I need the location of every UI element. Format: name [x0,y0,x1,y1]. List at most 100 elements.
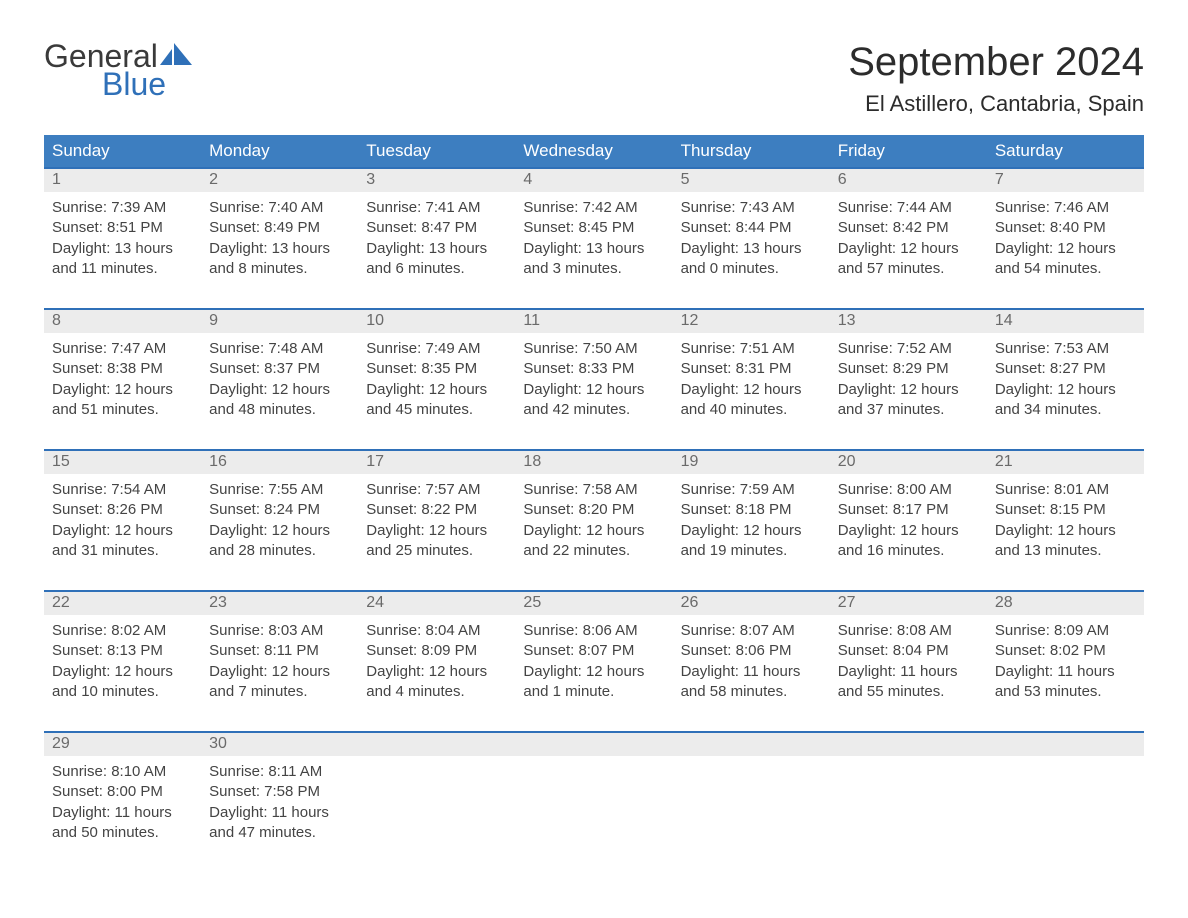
daylight-line: and 19 minutes. [681,541,822,561]
day-number [987,733,1144,756]
daylight-line: and 13 minutes. [995,541,1136,561]
sunrise-line: Sunrise: 7:51 AM [681,339,822,359]
week-row: 891011121314Sunrise: 7:47 AMSunset: 8:38… [44,308,1144,433]
day-cell: Sunrise: 8:02 AMSunset: 8:13 PMDaylight:… [44,615,201,715]
daylight-line: Daylight: 12 hours [995,521,1136,541]
sunset-line: Sunset: 8:13 PM [52,641,193,661]
day-number: 3 [358,169,515,192]
day-cell: Sunrise: 7:43 AMSunset: 8:44 PMDaylight:… [673,192,830,292]
daylight-line: and 51 minutes. [52,400,193,420]
sunrise-line: Sunrise: 7:59 AM [681,480,822,500]
daylight-line: Daylight: 11 hours [995,662,1136,682]
sunset-line: Sunset: 7:58 PM [209,782,350,802]
daylight-line: Daylight: 12 hours [995,239,1136,259]
sunrise-line: Sunrise: 8:04 AM [366,621,507,641]
day-cell: Sunrise: 8:00 AMSunset: 8:17 PMDaylight:… [830,474,987,574]
sunrise-line: Sunrise: 7:48 AM [209,339,350,359]
weekday-label: Saturday [987,135,1144,167]
day-number: 10 [358,310,515,333]
day-cell: Sunrise: 7:42 AMSunset: 8:45 PMDaylight:… [515,192,672,292]
daylight-line: Daylight: 12 hours [681,380,822,400]
daylight-line: and 31 minutes. [52,541,193,561]
day-number: 30 [201,733,358,756]
daylight-line: and 10 minutes. [52,682,193,702]
day-cell: Sunrise: 7:53 AMSunset: 8:27 PMDaylight:… [987,333,1144,433]
day-number: 20 [830,451,987,474]
sunrise-line: Sunrise: 7:57 AM [366,480,507,500]
daylight-line: Daylight: 13 hours [52,239,193,259]
sunrise-line: Sunrise: 8:08 AM [838,621,979,641]
sunset-line: Sunset: 8:44 PM [681,218,822,238]
sunset-line: Sunset: 8:37 PM [209,359,350,379]
sunset-line: Sunset: 8:22 PM [366,500,507,520]
daylight-line: and 4 minutes. [366,682,507,702]
daylight-line: and 6 minutes. [366,259,507,279]
daylight-line: Daylight: 12 hours [838,239,979,259]
daylight-line: Daylight: 13 hours [209,239,350,259]
daylight-line: Daylight: 12 hours [209,380,350,400]
sunrise-line: Sunrise: 7:58 AM [523,480,664,500]
daylight-line: Daylight: 11 hours [681,662,822,682]
daylight-line: Daylight: 12 hours [366,662,507,682]
daylight-line: and 1 minute. [523,682,664,702]
header: General Blue September 2024 El Astillero… [44,40,1144,117]
day-number: 23 [201,592,358,615]
sunset-line: Sunset: 8:20 PM [523,500,664,520]
daylight-line: Daylight: 12 hours [523,521,664,541]
day-number: 1 [44,169,201,192]
location: El Astillero, Cantabria, Spain [848,91,1144,117]
daylight-line: and 34 minutes. [995,400,1136,420]
sunset-line: Sunset: 8:51 PM [52,218,193,238]
daylight-line: Daylight: 12 hours [52,521,193,541]
title-block: September 2024 El Astillero, Cantabria, … [848,40,1144,117]
day-cell: Sunrise: 7:55 AMSunset: 8:24 PMDaylight:… [201,474,358,574]
sunset-line: Sunset: 8:26 PM [52,500,193,520]
sunrise-line: Sunrise: 7:47 AM [52,339,193,359]
sunrise-line: Sunrise: 7:52 AM [838,339,979,359]
sunset-line: Sunset: 8:06 PM [681,641,822,661]
daylight-line: and 11 minutes. [52,259,193,279]
daynum-row: 1234567 [44,169,1144,192]
weeks-container: 1234567Sunrise: 7:39 AMSunset: 8:51 PMDa… [44,167,1144,856]
weekday-label: Friday [830,135,987,167]
sunrise-line: Sunrise: 8:10 AM [52,762,193,782]
weekday-label: Sunday [44,135,201,167]
sunset-line: Sunset: 8:15 PM [995,500,1136,520]
day-cell: Sunrise: 7:51 AMSunset: 8:31 PMDaylight:… [673,333,830,433]
daylight-line: and 55 minutes. [838,682,979,702]
day-number: 15 [44,451,201,474]
sunset-line: Sunset: 8:42 PM [838,218,979,238]
day-number: 5 [673,169,830,192]
day-cell: Sunrise: 7:40 AMSunset: 8:49 PMDaylight:… [201,192,358,292]
day-cell: Sunrise: 8:01 AMSunset: 8:15 PMDaylight:… [987,474,1144,574]
day-cell: Sunrise: 7:52 AMSunset: 8:29 PMDaylight:… [830,333,987,433]
sunrise-line: Sunrise: 8:00 AM [838,480,979,500]
sunrise-line: Sunrise: 7:55 AM [209,480,350,500]
daylight-line: Daylight: 12 hours [681,521,822,541]
daylight-line: and 28 minutes. [209,541,350,561]
sunset-line: Sunset: 8:09 PM [366,641,507,661]
day-cell [830,756,987,856]
sunrise-line: Sunrise: 8:09 AM [995,621,1136,641]
sunrise-line: Sunrise: 7:41 AM [366,198,507,218]
daylight-line: and 25 minutes. [366,541,507,561]
sunset-line: Sunset: 8:24 PM [209,500,350,520]
day-cell [987,756,1144,856]
day-cell: Sunrise: 8:09 AMSunset: 8:02 PMDaylight:… [987,615,1144,715]
day-number: 7 [987,169,1144,192]
daynum-row: 15161718192021 [44,451,1144,474]
day-number: 22 [44,592,201,615]
sunrise-line: Sunrise: 8:06 AM [523,621,664,641]
day-number [515,733,672,756]
daylight-line: and 0 minutes. [681,259,822,279]
weekday-header: Sunday Monday Tuesday Wednesday Thursday… [44,135,1144,167]
weekday-label: Wednesday [515,135,672,167]
daylight-line: Daylight: 12 hours [523,662,664,682]
sunrise-line: Sunrise: 8:01 AM [995,480,1136,500]
calendar: Sunday Monday Tuesday Wednesday Thursday… [44,135,1144,856]
sunrise-line: Sunrise: 7:39 AM [52,198,193,218]
sunset-line: Sunset: 8:04 PM [838,641,979,661]
daylight-line: and 22 minutes. [523,541,664,561]
daylight-line: and 45 minutes. [366,400,507,420]
daylight-line: and 53 minutes. [995,682,1136,702]
